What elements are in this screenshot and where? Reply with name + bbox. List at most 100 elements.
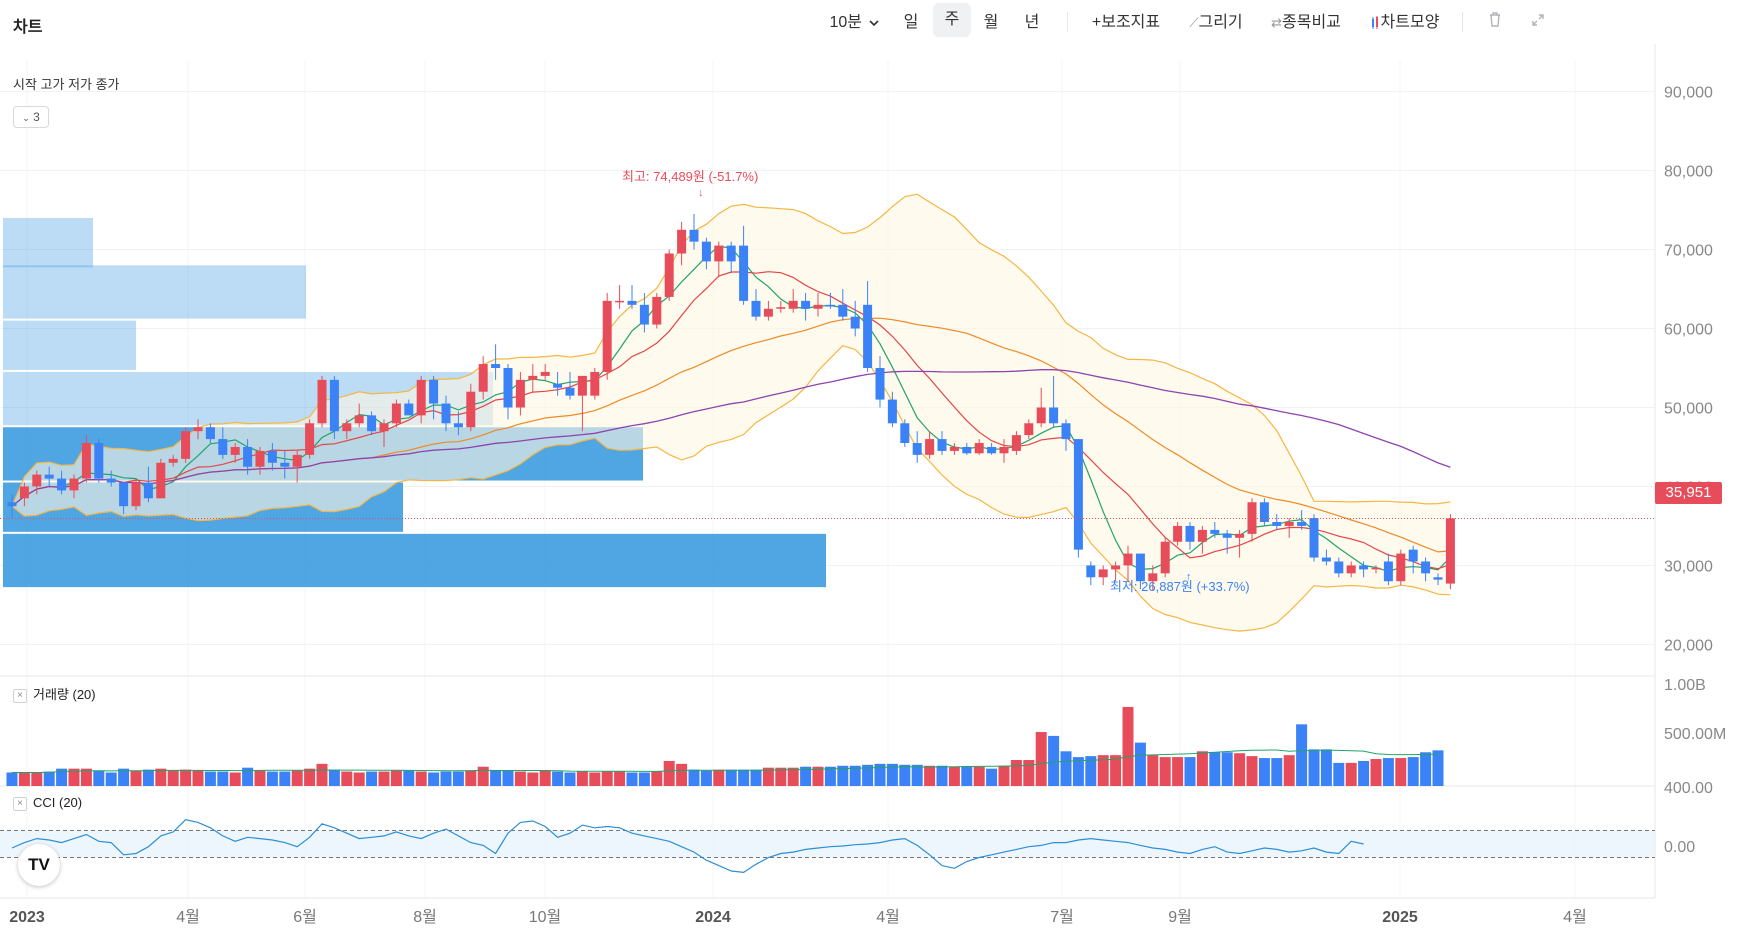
period-year-button[interactable]: 년 — [1024, 14, 1040, 31]
candle-body — [1123, 553, 1133, 566]
volume-bar — [6, 772, 18, 786]
volume-bar — [204, 771, 216, 786]
volume-bar — [18, 772, 30, 786]
candle-body — [267, 450, 277, 463]
volume-bars — [6, 706, 1444, 786]
volume-bar — [750, 769, 762, 786]
price-axis-label: 20,000 — [1664, 637, 1713, 654]
candle-body — [44, 474, 54, 479]
tradingview-logo-icon[interactable]: TV — [18, 844, 60, 886]
volume-bar — [601, 771, 613, 786]
volume-bar — [899, 764, 911, 786]
compare-label: 종목비교 — [1282, 14, 1341, 31]
volume-bar — [812, 766, 824, 786]
candle-body — [1098, 569, 1108, 578]
candle-body — [528, 375, 538, 380]
candle-body — [714, 245, 724, 262]
volume-bar — [180, 769, 192, 786]
candle-body — [590, 371, 600, 396]
candle-body — [81, 443, 91, 479]
volume-bar — [440, 771, 452, 786]
volume-bar — [490, 770, 502, 786]
add-indicator-button[interactable]: +보조지표 — [1091, 14, 1161, 31]
candle-body — [1185, 525, 1195, 542]
volume-bar — [911, 764, 923, 786]
cci-label: CCI (20) — [33, 795, 83, 810]
volume-bar — [279, 771, 291, 786]
candle-body — [751, 300, 761, 317]
period-month-button[interactable]: 월 — [983, 14, 999, 31]
candle-body — [354, 415, 364, 424]
volume-bar — [118, 768, 130, 786]
candle-body — [639, 304, 649, 325]
chart-style-button[interactable]: 차트모양 — [1365, 10, 1445, 36]
volume-axis-label: 500.00M — [1664, 726, 1726, 743]
time-axis-label: 7월 — [1050, 908, 1074, 926]
candle-body — [255, 450, 265, 467]
volume-bar — [849, 765, 861, 786]
candle-body — [503, 368, 513, 408]
time-axis-label: 4월 — [876, 908, 900, 926]
volume-bar — [1420, 752, 1432, 786]
expand-button[interactable] — [1524, 10, 1552, 36]
legend-collapse-button[interactable]: ⌄ 3 — [13, 106, 49, 128]
volume-bar — [316, 763, 328, 786]
time-axis-label: 4월 — [176, 908, 200, 926]
volume-bar — [986, 768, 998, 786]
compare-button[interactable]: ⇄종목비교 — [1268, 10, 1344, 36]
candle-body — [1011, 435, 1021, 451]
volume-bar — [1035, 732, 1047, 786]
volume-bar — [527, 772, 539, 786]
candle-body — [838, 304, 848, 317]
candle-body — [1222, 533, 1232, 538]
time-axis-label: 6월 — [293, 908, 317, 926]
interval-dropdown[interactable]: 10분 — [829, 10, 881, 36]
volume-bar — [700, 770, 712, 786]
candle-body — [453, 423, 463, 428]
candle-body — [218, 439, 228, 455]
volume-bar — [924, 765, 936, 786]
volume-bar — [862, 764, 874, 786]
candle-body — [1259, 502, 1269, 522]
price-axis-label: 60,000 — [1664, 322, 1713, 339]
volume-bar — [390, 770, 402, 786]
period-week-button[interactable]: 주 — [933, 3, 971, 37]
volume-bar — [341, 771, 353, 786]
candle-body — [788, 300, 798, 309]
candle-body — [1396, 553, 1406, 582]
trash-button[interactable] — [1481, 10, 1509, 36]
period-day-button[interactable]: 일 — [903, 14, 919, 31]
volume-bar — [1147, 755, 1159, 786]
compare-icon: ⇄ — [1271, 15, 1282, 30]
candle-body — [143, 482, 153, 499]
candle-body — [478, 364, 488, 392]
chevron-down-icon: ⌄ — [22, 113, 30, 123]
volume-bar — [130, 770, 142, 786]
volume-bar — [353, 772, 365, 786]
volume-profile-bar — [3, 265, 306, 319]
volume-bar — [403, 770, 415, 786]
volume-bar — [1271, 758, 1283, 786]
candle-body — [7, 502, 17, 507]
candle-body — [1173, 525, 1183, 542]
collapsed-count: 3 — [33, 110, 40, 124]
toolbar-divider — [1462, 12, 1463, 32]
candle-body — [1297, 522, 1307, 526]
price-chart[interactable]: 90,00080,00070,00060,00050,00040,00030,0… — [0, 44, 1748, 928]
candle-body — [342, 423, 352, 432]
volume-bar — [155, 768, 167, 786]
close-icon[interactable]: × — [13, 688, 27, 703]
candle-body — [429, 379, 439, 404]
volume-profile-bar — [3, 533, 826, 588]
volume-bar — [1258, 758, 1270, 786]
drawing-tools-button[interactable]: ⟋그리기 — [1184, 10, 1248, 36]
close-icon[interactable]: × — [13, 796, 27, 811]
volume-bar — [254, 770, 266, 786]
candle-body — [404, 403, 414, 416]
candle-body — [1036, 407, 1046, 424]
volume-bar — [366, 771, 378, 786]
candle-body — [1148, 573, 1158, 582]
volume-axis-label: 1.00B — [1664, 677, 1706, 694]
volume-bar — [291, 770, 303, 786]
volume-bar — [514, 771, 526, 786]
